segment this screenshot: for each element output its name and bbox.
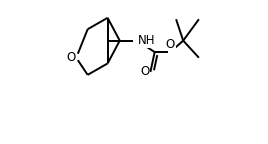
Text: O: O <box>166 38 175 51</box>
Text: O: O <box>66 51 76 64</box>
Text: O: O <box>140 66 150 78</box>
Text: NH: NH <box>137 34 155 47</box>
